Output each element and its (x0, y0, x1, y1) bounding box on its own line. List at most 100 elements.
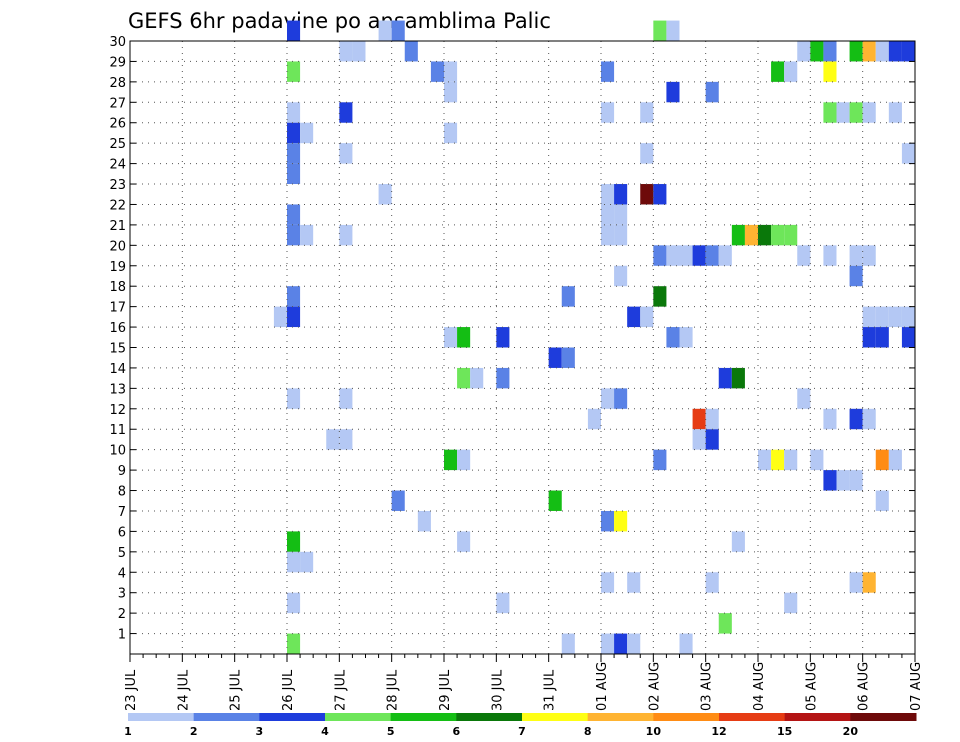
heatmap-cell (731, 224, 745, 246)
heatmap-cell (457, 531, 471, 552)
heatmap-cell (339, 388, 353, 409)
heatmap-cell (614, 184, 628, 205)
heatmap-cell (849, 265, 863, 287)
heatmap-cell (731, 367, 745, 389)
heatmap-cell (705, 408, 719, 430)
heatmap-cell (718, 245, 732, 266)
colorbar-swatch (784, 713, 851, 721)
heatmap-cell (287, 592, 301, 614)
heatmap-cell (705, 81, 719, 103)
y-tick-label: 14 (109, 362, 126, 377)
colorbar-label: 7 (518, 725, 526, 738)
heatmap-cell (875, 449, 889, 471)
heatmap-cell (718, 367, 732, 389)
colorbar-label: 4 (321, 725, 329, 738)
colorbar-label: 1 (124, 725, 132, 738)
heatmap-cell (300, 224, 314, 246)
heatmap-cell (287, 306, 301, 328)
colorbar-swatch (259, 713, 326, 721)
heatmap-cell (653, 245, 667, 266)
x-tick-label: 03 AUG (700, 662, 715, 711)
heatmap-cell (849, 245, 863, 266)
x-tick-label: 06 AUG (857, 662, 872, 711)
y-tick-label: 24 (109, 158, 126, 173)
heatmap-cell (901, 306, 915, 328)
heatmap-cell (888, 41, 902, 62)
y-tick-label: 21 (109, 219, 126, 234)
colorbar-swatch (719, 713, 786, 721)
heatmap-cell (326, 429, 340, 450)
heatmap-cell (705, 572, 719, 593)
y-tick-label: 20 (109, 239, 126, 254)
y-tick-label: 30 (109, 35, 126, 50)
y-tick-label: 27 (109, 96, 126, 111)
y-tick-label: 9 (118, 464, 126, 479)
heatmap-cell (378, 20, 392, 41)
y-tick-label: 18 (109, 280, 126, 295)
heatmap-cell (457, 327, 471, 348)
heatmap-cell (836, 102, 850, 123)
heatmap-cell (614, 633, 628, 654)
heatmap-cell (287, 122, 301, 144)
heatmap-cell (718, 613, 732, 634)
chart-title: GEFS 6hr padavine po ansamblima Palic (128, 9, 551, 33)
heatmap-cell (287, 143, 301, 164)
heatmap-cell (287, 286, 301, 307)
y-tick-label: 3 (118, 587, 126, 602)
heatmap-cell (287, 204, 301, 225)
heatmap-cell (614, 510, 628, 532)
heatmap-cell (875, 41, 889, 62)
y-tick-label: 1 (118, 628, 126, 643)
heatmap-cell (862, 306, 876, 328)
heatmap-cell (496, 592, 510, 614)
y-tick-label: 22 (109, 198, 126, 213)
heatmap-cells (273, 20, 915, 654)
heatmap-cell (731, 531, 745, 552)
heatmap-cell (653, 184, 667, 205)
y-tick-label: 10 (109, 444, 126, 459)
colorbar-label: 8 (584, 725, 592, 738)
heatmap-cell (339, 143, 353, 164)
x-tick-label: 28 JUL (386, 669, 401, 711)
heatmap-cell (548, 347, 562, 368)
heatmap-cell (771, 449, 785, 471)
heatmap-cell (339, 224, 353, 246)
y-tick-label: 13 (109, 382, 126, 397)
colorbar-label: 2 (190, 725, 198, 738)
colorbar-swatch (325, 713, 392, 721)
x-tick-label: 05 AUG (804, 662, 819, 711)
x-tick-label: 30 JUL (490, 669, 505, 711)
heatmap-cell (810, 41, 824, 62)
y-tick-label: 6 (118, 525, 126, 540)
heatmap-cell (797, 245, 811, 266)
heatmap-cell (771, 61, 785, 82)
heatmap-cell (823, 61, 837, 82)
heatmap-cell (849, 408, 863, 430)
heatmap-cell (653, 20, 667, 41)
heatmap-cell (901, 143, 915, 164)
heatmap-cell (797, 41, 811, 62)
heatmap-cell (705, 429, 719, 450)
heatmap-cell (601, 388, 615, 409)
heatmap-cell (875, 306, 889, 328)
heatmap-cell (666, 81, 680, 103)
heatmap-cell (614, 224, 628, 246)
heatmap-cell (601, 102, 615, 123)
heatmap-cell (601, 572, 615, 593)
heatmap-cell (784, 224, 798, 246)
heatmap-cell (888, 449, 902, 471)
heatmap-cell (862, 245, 876, 266)
x-tick-label: 04 AUG (752, 662, 767, 711)
x-tick-label: 07 AUG (909, 662, 924, 711)
heatmap-cell (548, 490, 562, 511)
heatmap-cell (875, 327, 889, 348)
heatmap-cell (784, 592, 798, 614)
heatmap-cell (444, 327, 458, 348)
colorbar-label: 15 (777, 725, 792, 738)
heatmap-cell (273, 306, 287, 328)
heatmap-cell (627, 306, 641, 328)
heatmap-cell (601, 204, 615, 225)
heatmap-cell (758, 224, 772, 246)
colorbar-label: 12 (711, 725, 726, 738)
heatmap-cell (287, 388, 301, 409)
